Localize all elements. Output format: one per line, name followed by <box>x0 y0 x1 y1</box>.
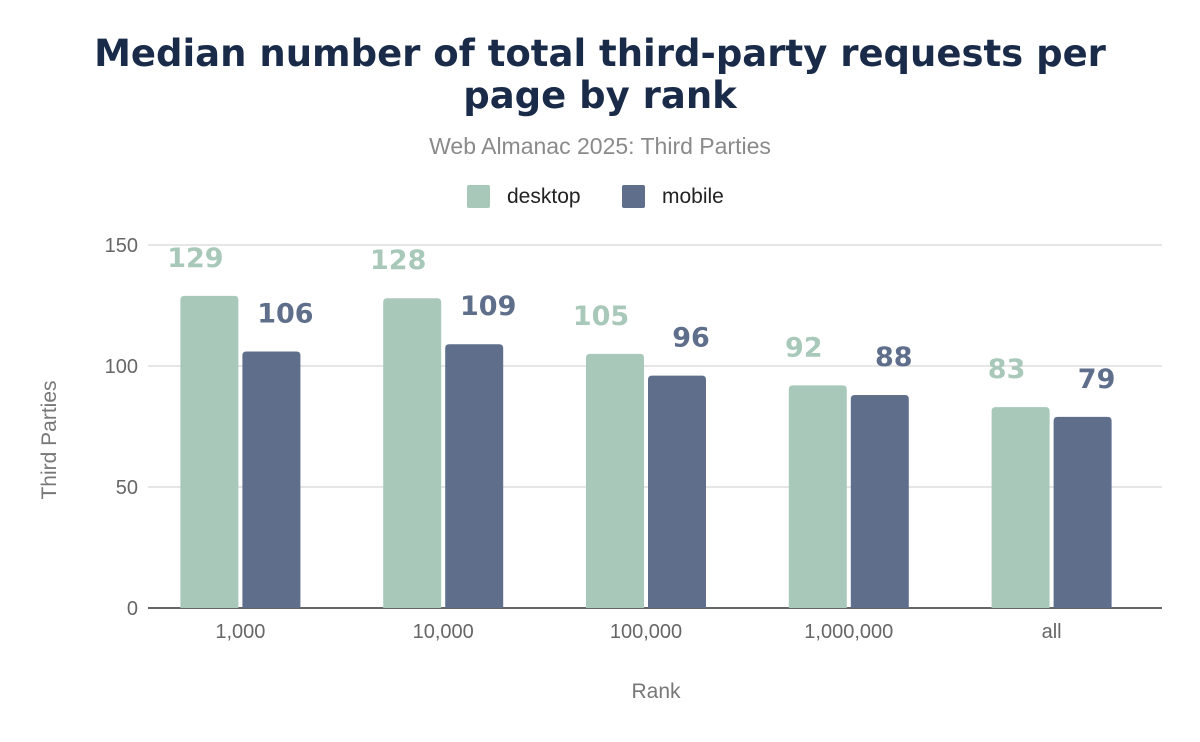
x-axis-label: Rank <box>631 680 681 703</box>
bar-desktop-0 <box>180 295 239 608</box>
data-label-desktop-2: 105 <box>573 301 629 332</box>
data-label-desktop-4: 83 <box>988 354 1026 385</box>
bar-mobile-2 <box>648 375 706 608</box>
y-tick-label: 100 <box>105 356 138 378</box>
data-label-desktop-0: 129 <box>167 243 223 274</box>
data-label-mobile-3: 88 <box>875 342 913 373</box>
legend-label-mobile: mobile <box>662 185 724 208</box>
legend-swatch-desktop <box>467 185 490 208</box>
legend: desktop mobile <box>467 185 724 208</box>
y-axis-label: Third Parties <box>38 380 61 499</box>
x-tick-label: all <box>1042 621 1062 643</box>
bar-desktop-1 <box>383 298 442 608</box>
data-labels: 129 106 128 109 105 96 92 88 83 79 <box>167 243 1115 395</box>
data-label-desktop-3: 92 <box>785 332 823 363</box>
x-tick-label: 100,000 <box>610 621 682 643</box>
data-label-mobile-2: 96 <box>672 323 710 354</box>
x-tick-label: 10,000 <box>413 621 474 643</box>
bar-desktop-3 <box>788 385 847 608</box>
bar-mobile-3 <box>850 395 909 608</box>
y-tick-label: 0 <box>127 598 138 620</box>
bars <box>180 295 1112 608</box>
x-tick-label: 1,000,000 <box>804 621 893 643</box>
bar-mobile-1 <box>445 344 504 608</box>
bar-desktop-4 <box>991 407 1050 608</box>
data-label-mobile-0: 106 <box>257 298 313 329</box>
chart-title-line-2: page by rank <box>463 74 738 117</box>
data-label-desktop-1: 128 <box>370 245 426 276</box>
x-tick-label: 1,000 <box>215 621 265 643</box>
bar-mobile-4 <box>1053 416 1112 608</box>
chart-title-line-1: Median number of total third-party reque… <box>94 32 1107 75</box>
legend-label-desktop: desktop <box>507 185 581 208</box>
chart-subtitle: Web Almanac 2025: Third Parties <box>429 133 771 159</box>
bar-mobile-0 <box>242 351 301 608</box>
bar-desktop-2 <box>586 353 644 608</box>
data-label-mobile-4: 79 <box>1078 364 1116 395</box>
legend-swatch-mobile <box>622 185 645 208</box>
y-tick-label: 150 <box>105 235 138 257</box>
x-axis-ticks: 1,000 10,000 100,000 1,000,000 all <box>215 621 1061 643</box>
data-label-mobile-1: 109 <box>460 291 516 322</box>
y-tick-label: 50 <box>116 477 138 499</box>
